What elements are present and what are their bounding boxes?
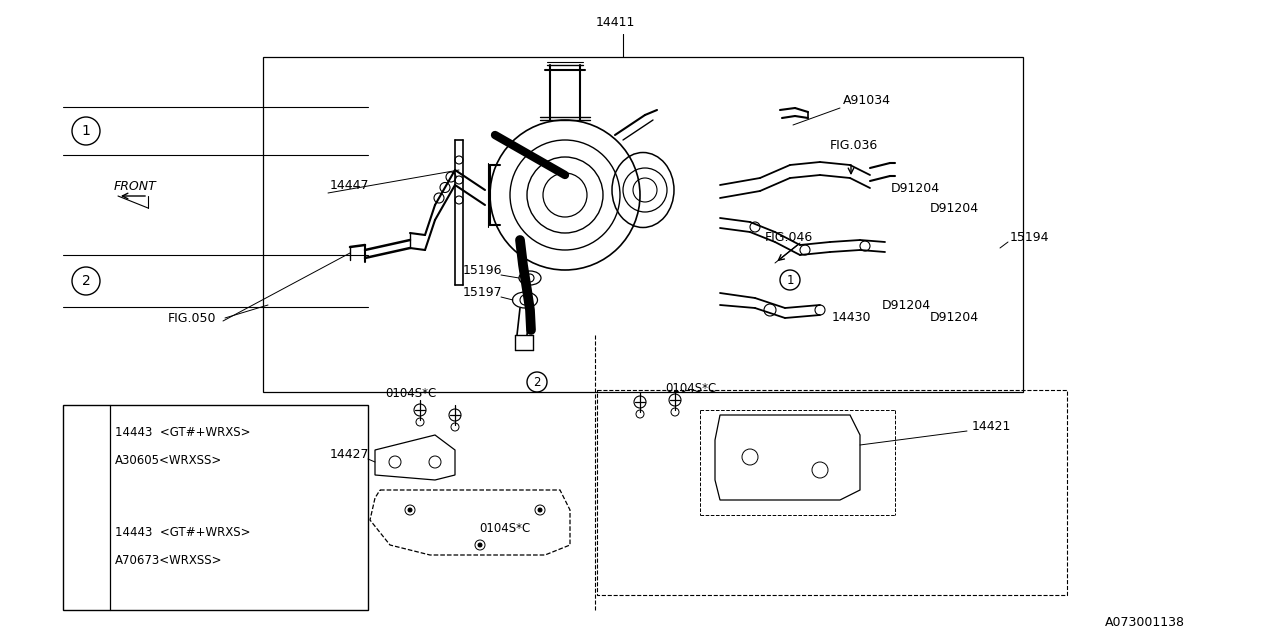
Text: 15194: 15194 xyxy=(1010,230,1050,243)
Text: 15196: 15196 xyxy=(463,264,503,276)
Text: 2: 2 xyxy=(534,376,540,388)
Text: A70673<WRXSS>: A70673<WRXSS> xyxy=(115,554,223,566)
Text: 14443  <GT#+WRXS>: 14443 <GT#+WRXS> xyxy=(115,426,251,438)
Circle shape xyxy=(538,508,541,512)
Text: 14430: 14430 xyxy=(832,310,872,323)
Text: D91204: D91204 xyxy=(931,310,979,323)
Text: FIG.036: FIG.036 xyxy=(829,138,878,152)
Text: 14443  <GT#+WRXS>: 14443 <GT#+WRXS> xyxy=(115,525,251,538)
Text: 14421: 14421 xyxy=(972,419,1011,433)
Text: A073001138: A073001138 xyxy=(1105,616,1185,628)
Text: 15197: 15197 xyxy=(463,285,503,298)
Bar xyxy=(596,390,1068,595)
Text: D91204: D91204 xyxy=(931,202,979,214)
Circle shape xyxy=(408,508,412,512)
Text: D91204: D91204 xyxy=(882,298,931,312)
Text: FIG.050: FIG.050 xyxy=(168,312,216,324)
Text: 0104S*C: 0104S*C xyxy=(385,387,436,399)
Text: 2: 2 xyxy=(82,274,91,288)
Text: 14447: 14447 xyxy=(330,179,370,191)
Text: 14411: 14411 xyxy=(595,15,635,29)
Text: 0104S*C: 0104S*C xyxy=(666,381,717,394)
Text: D91204: D91204 xyxy=(891,182,940,195)
Bar xyxy=(63,405,369,610)
Text: 14427: 14427 xyxy=(330,447,370,461)
Text: 0104S*C: 0104S*C xyxy=(480,522,531,534)
Text: A30605<WRXSS>: A30605<WRXSS> xyxy=(115,454,223,467)
Circle shape xyxy=(477,543,483,547)
Text: 1: 1 xyxy=(786,273,794,287)
Text: A91034: A91034 xyxy=(844,93,891,106)
Text: FIG.046: FIG.046 xyxy=(765,230,813,243)
Bar xyxy=(262,57,1023,392)
Text: 1: 1 xyxy=(82,124,91,138)
Text: FRONT: FRONT xyxy=(114,179,156,193)
